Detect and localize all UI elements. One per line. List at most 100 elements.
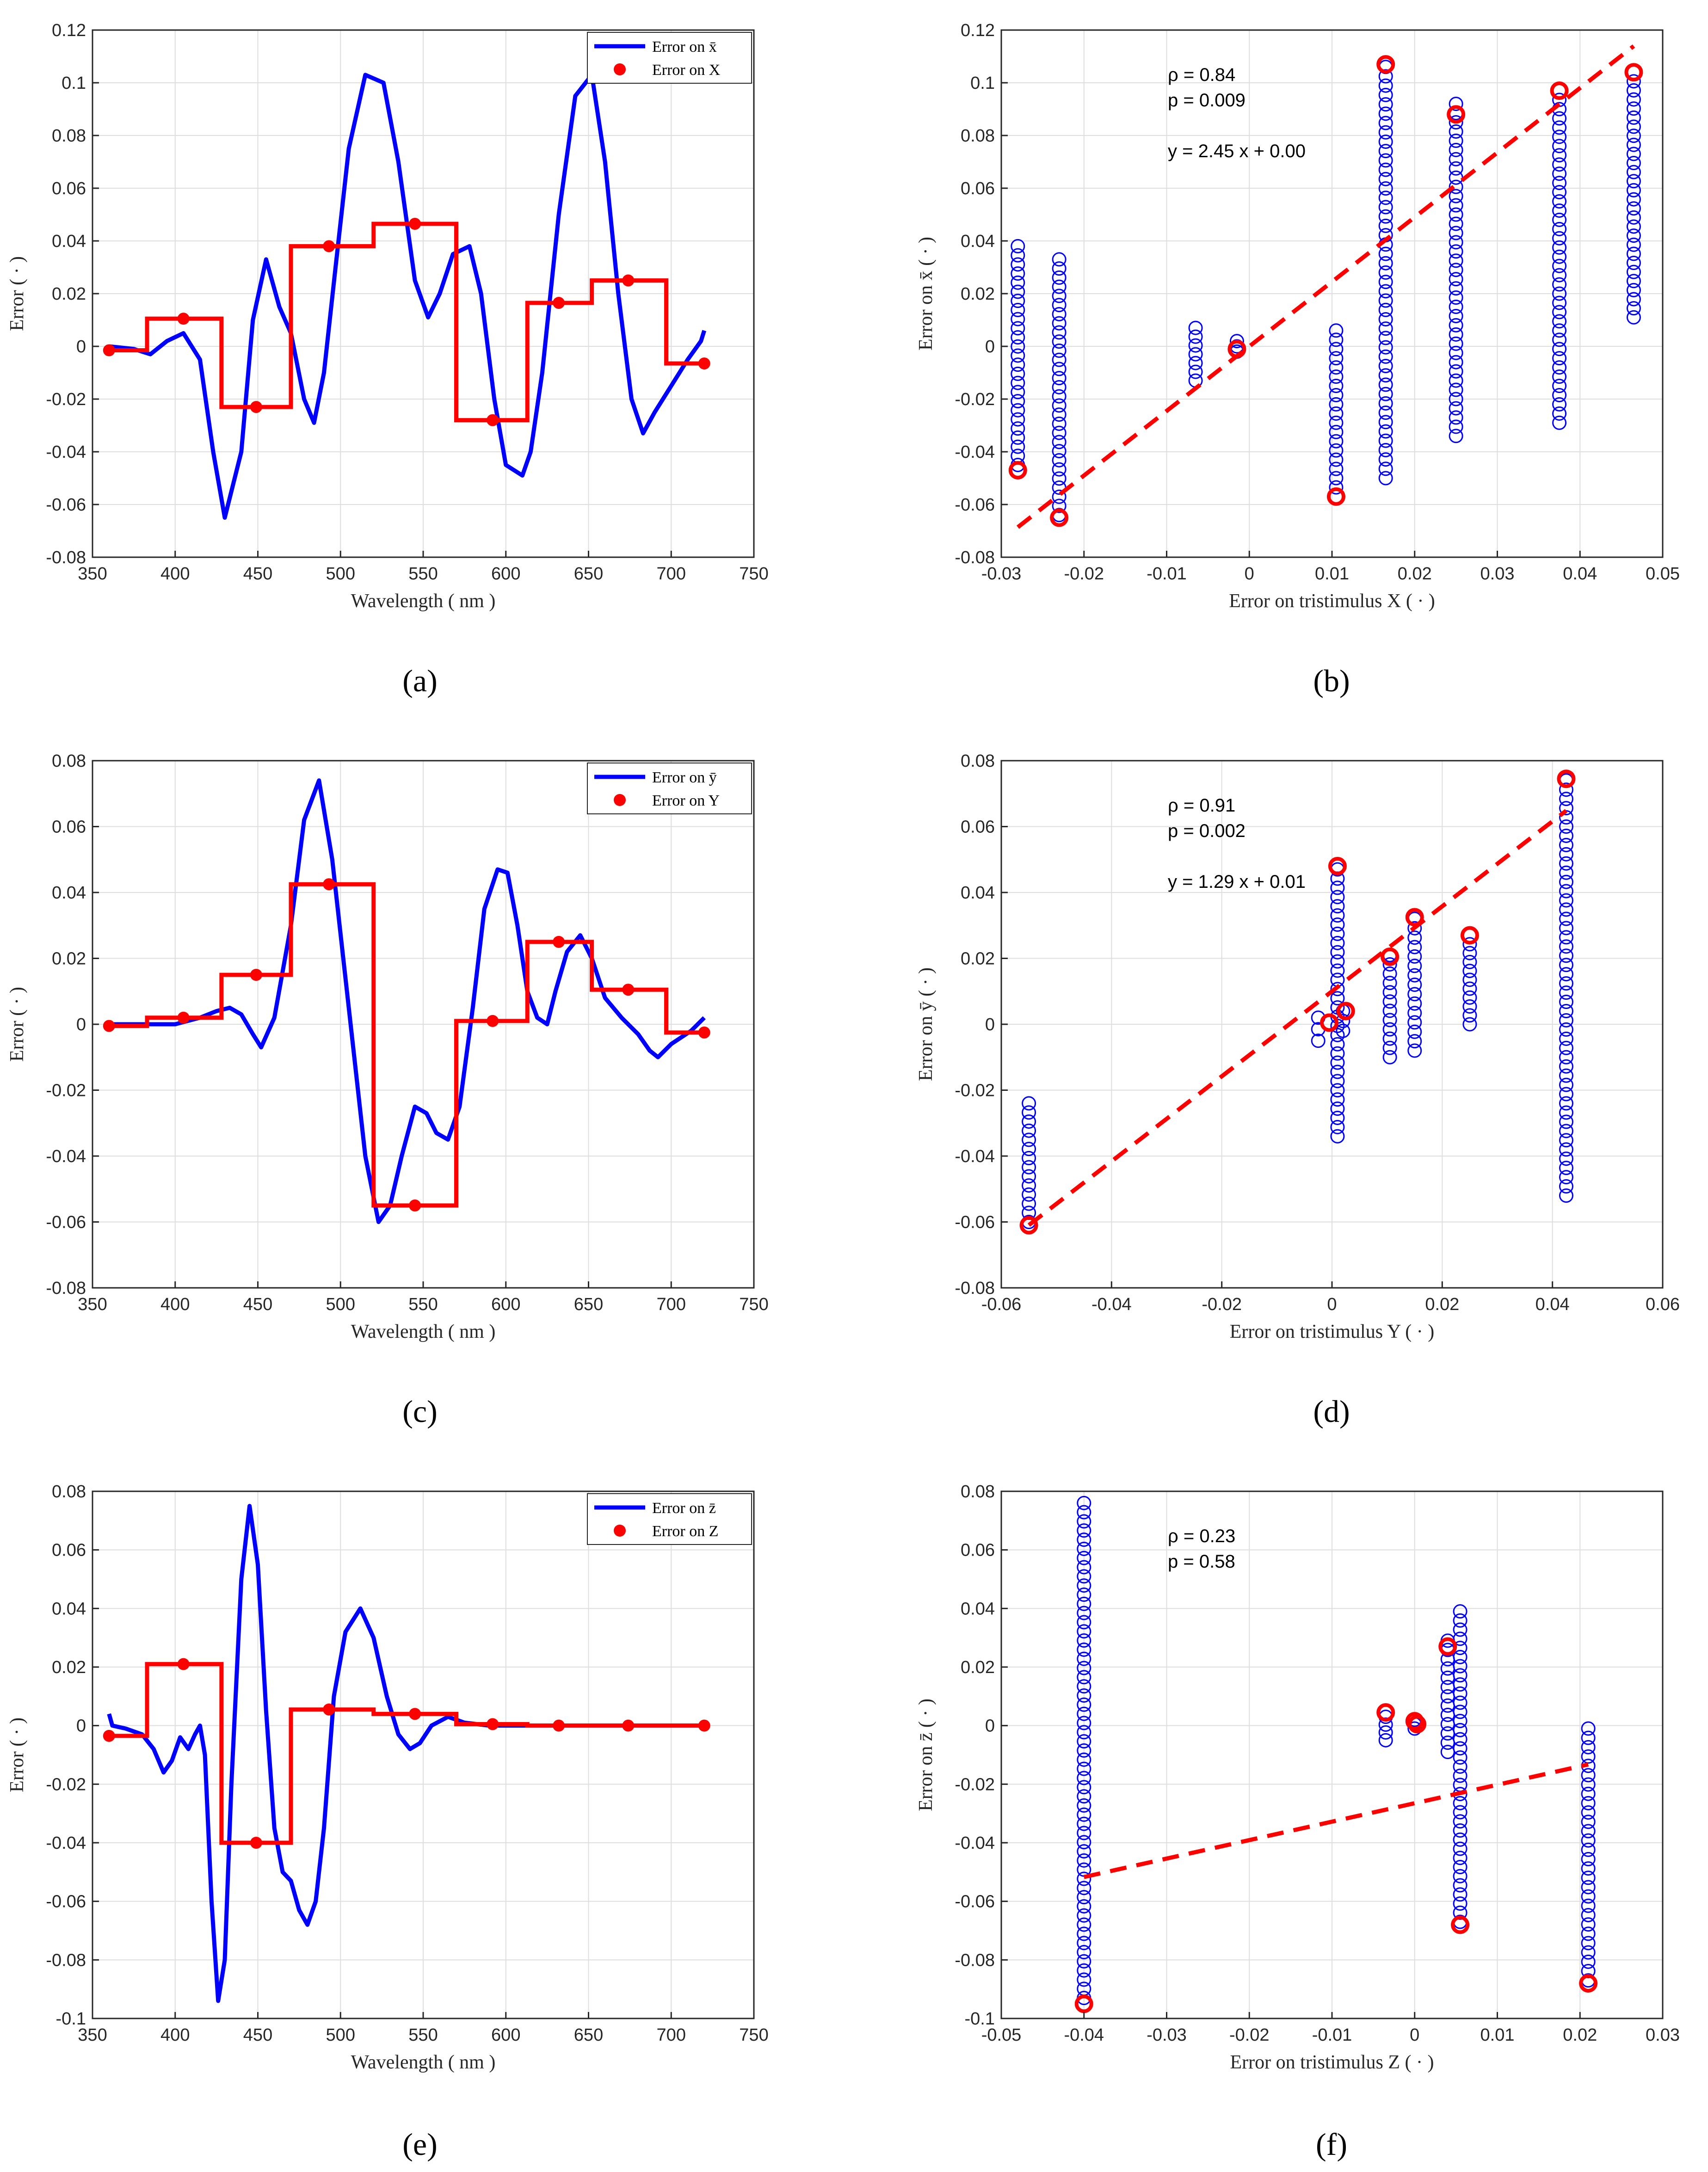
scatter-point: [1462, 999, 1477, 1014]
data-point: [323, 1703, 335, 1716]
scatter-point: [1559, 948, 1573, 963]
scatter-point: [1077, 1780, 1091, 1795]
scatter-point: [1559, 819, 1573, 834]
x-tick-label: 550: [408, 1295, 438, 1314]
scatter-point: [1552, 332, 1567, 347]
y-tick-label: -0.02: [46, 390, 86, 409]
x-tick-label: 0.05: [1646, 564, 1680, 584]
scatter-point: [1559, 1133, 1573, 1148]
data-point: [250, 969, 262, 981]
scatter-point: [1378, 200, 1393, 215]
scatter-point: [1552, 120, 1567, 135]
scatter-point: [1011, 357, 1025, 372]
stat-annotation: ρ = 0.91: [1168, 795, 1235, 816]
chart-c: 350 400 450 500 550 600 650 700 750 -0.08 -0.06 -0.…: [6, 751, 769, 1342]
scatter-point: [1559, 1059, 1573, 1074]
scatter-point: [1022, 1151, 1036, 1165]
scatter-point: [1077, 1761, 1091, 1776]
scatter-point: [1077, 1826, 1091, 1840]
scatter-point: [1077, 1954, 1091, 1969]
scatter-point: [1407, 978, 1422, 992]
scatter-point: [1626, 92, 1641, 107]
scatter-point: [1382, 1031, 1397, 1046]
scatter-point: [1552, 148, 1567, 163]
scatter-point: [1077, 1789, 1091, 1804]
scatter-point: [1378, 125, 1393, 140]
scatter-point: [1330, 1092, 1345, 1107]
scatter-point: [1626, 183, 1641, 197]
scatter-point: [1077, 1642, 1091, 1657]
scatter-point: [1378, 116, 1393, 130]
scatter-point: [1330, 935, 1345, 950]
scatter-point: [1330, 945, 1345, 960]
scatter-point: [1559, 958, 1573, 972]
scatter-point: [1052, 462, 1067, 477]
scatter-point: [1077, 1706, 1091, 1721]
scatter-point: [1188, 347, 1203, 362]
scatter-point: [1077, 1697, 1091, 1712]
highlight-point: [1447, 105, 1466, 124]
scatter-point: [1552, 185, 1567, 200]
scatter-point: [1626, 137, 1641, 152]
y-tick-label: -0.08: [46, 1279, 86, 1298]
scatter-point: [1188, 320, 1203, 335]
y-tick-label: -0.02: [955, 390, 995, 409]
scatter-point: [1077, 1514, 1091, 1529]
scatter-point: [1559, 1050, 1573, 1064]
scatter-point: [1077, 1615, 1091, 1630]
scatter-point: [1022, 1196, 1036, 1211]
scatter-point: [1330, 1120, 1345, 1134]
x-tick-label: 600: [491, 1295, 520, 1314]
data-point: [250, 401, 262, 413]
scatter-point: [1052, 407, 1067, 422]
x-tick-label: 450: [243, 1295, 272, 1314]
scatter-point: [1449, 115, 1463, 129]
y-axis-label: Error ( · ): [6, 1717, 28, 1792]
scatter-point: [1407, 930, 1422, 945]
x-tick-label: -0.06: [981, 1295, 1022, 1314]
x-tick-label: 400: [160, 2025, 190, 2045]
data-layer: [1008, 44, 1643, 529]
scatter-point: [1449, 364, 1463, 379]
highlight-point: [1405, 908, 1424, 927]
data-layer: [1074, 1495, 1598, 2013]
data-point: [553, 935, 565, 948]
scatter-point: [1559, 1087, 1573, 1101]
data-point: [103, 1020, 115, 1032]
scatter-point: [1011, 348, 1025, 363]
x-tick-label: 0.02: [1563, 2025, 1597, 2045]
scatter-point: [1011, 321, 1025, 336]
scatter-point: [1077, 1569, 1091, 1584]
scatter-point: [1378, 293, 1393, 308]
x-tick-label: 450: [243, 2025, 272, 2045]
scatter-point: [1449, 161, 1463, 176]
scatter-point: [1449, 401, 1463, 416]
scatter-point: [1462, 964, 1477, 978]
scatter-point: [1329, 415, 1344, 430]
scatter-point: [1077, 1908, 1091, 1923]
scatter-point: [1626, 192, 1641, 207]
y-tick-label: 0.12: [52, 21, 86, 40]
scatter-point: [1330, 1074, 1345, 1089]
scatter-point: [1329, 342, 1344, 357]
scatter-point: [1559, 837, 1573, 852]
highlight-point: [1376, 1703, 1395, 1722]
legend-label: Error on Y: [652, 792, 720, 809]
y-tick-label: -0.04: [46, 1147, 86, 1166]
scatter-point: [1626, 174, 1641, 189]
y-tick-label: 0.06: [52, 818, 86, 837]
scatter-point: [1052, 444, 1067, 459]
scatter-point: [1449, 336, 1463, 351]
data-layer: [1019, 769, 1576, 1235]
scatter-point: [1011, 394, 1025, 409]
highlight-point: [1376, 55, 1395, 74]
x-tick-label: 0.02: [1398, 564, 1432, 584]
scatter-point: [1559, 865, 1573, 880]
scatter-point: [1382, 1003, 1397, 1018]
scatter-point: [1449, 216, 1463, 231]
scatter-point: [1559, 1040, 1573, 1055]
scatter-point: [1581, 1871, 1596, 1885]
scatter-point: [1552, 176, 1567, 191]
y-axis-label: Error on ȳ ( · ): [915, 967, 937, 1081]
scatter-point: [1077, 1651, 1091, 1666]
